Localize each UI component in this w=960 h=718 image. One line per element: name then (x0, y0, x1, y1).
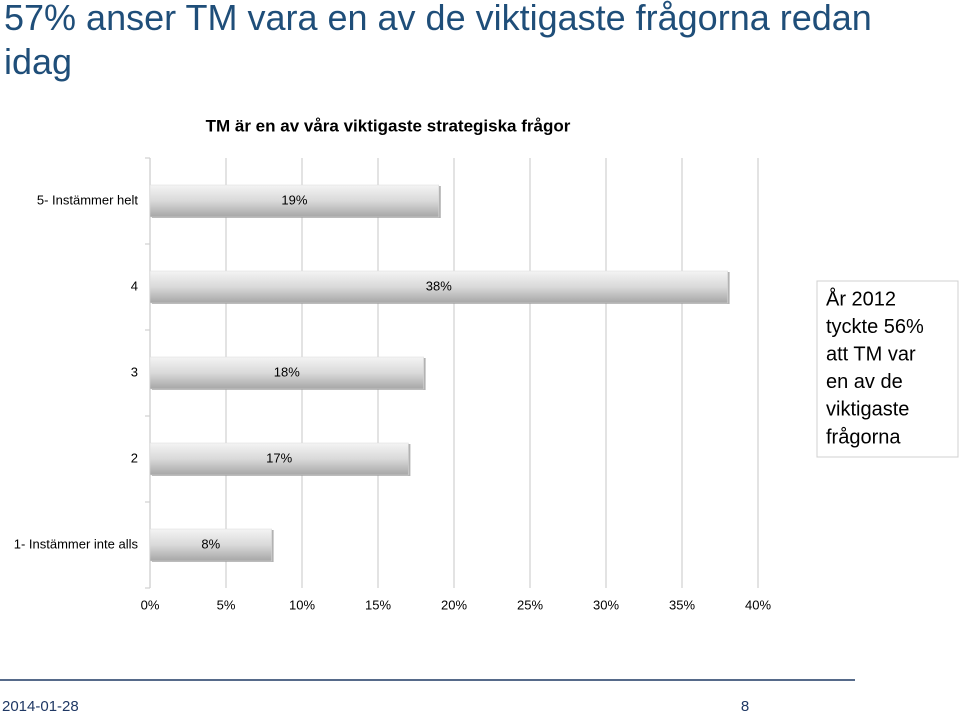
x-tick-label: 15% (365, 597, 391, 612)
y-tick-label: 5- Instämmer helt (37, 192, 139, 207)
x-tick-label: 20% (441, 597, 467, 612)
annotation-line: frågorna (826, 426, 901, 448)
annotation-line: viktigaste (826, 399, 909, 421)
chart-title: TM är en av våra viktigaste strategiska … (206, 116, 571, 135)
x-tick-label: 35% (669, 597, 695, 612)
annotation-line: År 2012 (826, 287, 896, 310)
bar (149, 442, 409, 476)
footer-date: 2014-01-28 (2, 698, 79, 715)
x-tick-label: 25% (517, 597, 543, 612)
x-tick-label: 40% (745, 597, 771, 612)
value-label: 8% (201, 536, 220, 551)
x-tick-label: 30% (593, 597, 619, 612)
value-label: 38% (426, 278, 452, 293)
value-label: 19% (281, 192, 307, 207)
y-tick-label: 2 (131, 450, 138, 465)
x-tick-label: 10% (289, 597, 315, 612)
bar (149, 356, 424, 390)
annotation-line: att TM var (826, 343, 916, 365)
page-number: 8 (741, 698, 749, 715)
bar (149, 270, 728, 304)
bar (149, 184, 440, 218)
y-tick-label: 1- Instämmer inte alls (14, 536, 139, 551)
y-tick-label: 4 (131, 278, 138, 293)
annotation-box (816, 280, 959, 458)
value-label: 17% (266, 450, 292, 465)
x-tick-label: 0% (141, 597, 160, 612)
value-label: 18% (274, 364, 300, 379)
annotation-line: tyckte 56% (826, 316, 924, 338)
bar (149, 528, 272, 562)
annotation-line: en av de (826, 371, 903, 393)
y-tick-label: 3 (131, 364, 138, 379)
x-tick-label: 5% (217, 597, 236, 612)
slide-title: 57% anser TM vara en av de viktigaste fr… (4, 0, 872, 82)
